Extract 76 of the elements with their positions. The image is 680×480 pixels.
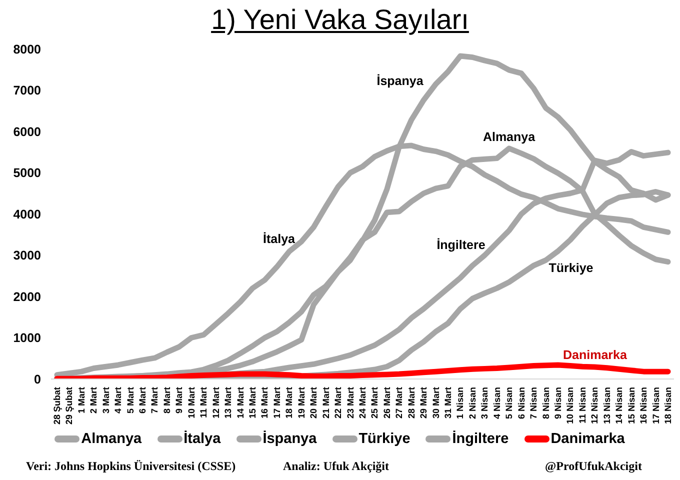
x-tick-label: 4 Nisan	[492, 387, 502, 420]
text: Türkiye	[548, 261, 594, 275]
x-tick-label: 16 Mart	[260, 387, 270, 419]
x-tick-label: 1 Mart	[76, 387, 86, 414]
legend-label: İtalya	[184, 431, 221, 447]
x-tick-label: 30 Mart	[430, 387, 441, 419]
x-tick-label: 3 Nisan	[480, 387, 490, 420]
y-tick-label: 7000	[13, 84, 42, 98]
x-tick-label: 18 Nisan	[662, 387, 673, 424]
x-tick-label: 4 Mart	[113, 387, 124, 414]
legend-label: Danimarka	[550, 431, 625, 447]
x-tick-label: 6 Nisan	[516, 387, 526, 420]
x-tick-label: 8 Nisan	[540, 387, 551, 420]
x-tick-label: 12 Nisan	[590, 387, 600, 424]
x-tick-label: 13 Nisan	[602, 387, 612, 424]
x-tick-label: 5 Mart	[125, 387, 136, 414]
x-tick-label: 25 Mart	[370, 387, 380, 419]
x-tick-label: 10 Nisan	[565, 387, 576, 424]
x-tick-label: 2 Mart	[88, 387, 99, 414]
x-tick-label: 8 Mart	[162, 387, 172, 414]
x-tick-label: 21 Mart	[320, 387, 331, 419]
x-tick-label: 17 Nisan	[650, 387, 661, 424]
x-tick-label: 20 Mart	[308, 387, 319, 419]
x-tick-label: 23 Mart	[345, 387, 356, 419]
x-tick-label: 15 Mart	[247, 387, 258, 419]
x-tick-label: 29 Mart	[418, 387, 429, 419]
x-tick-label: 10 Mart	[186, 387, 196, 419]
text: Veri: Johns Hopkins Üniversitesi (CSSE)	[26, 459, 236, 473]
text: @ProfUfukAkcigit	[545, 459, 642, 473]
text: İspanya	[376, 74, 424, 88]
x-tick-label: 7 Nisan	[528, 387, 539, 420]
x-tick-label: 6 Mart	[138, 387, 148, 414]
x-tick-label: 22 Mart	[333, 387, 344, 419]
y-tick-label: 0	[34, 372, 42, 386]
y-tick-label: 8000	[13, 42, 42, 56]
chart-title: 1) Yeni Vaka Sayıları	[211, 4, 469, 35]
x-tick-label: 16 Nisan	[638, 387, 649, 424]
legend-label: Türkiye	[358, 431, 410, 447]
x-tick-label: 27 Mart	[394, 387, 404, 419]
x-tick-label: 14 Nisan	[614, 387, 624, 424]
y-tick-label: 1000	[13, 331, 42, 346]
x-tick-label: 19 Mart	[296, 387, 306, 419]
x-tick-label: 11 Mart	[198, 387, 209, 418]
x-tick-label: 31 Mart	[443, 387, 454, 419]
text: Analiz: Ufuk Akçiğit	[283, 459, 390, 473]
x-tick-label: 17 Mart	[272, 387, 282, 419]
y-tick-label: 3000	[13, 248, 42, 263]
x-tick-label: 11 Nisan	[577, 387, 588, 424]
text: İtalya	[263, 232, 295, 246]
x-tick-label: 7 Mart	[150, 387, 160, 414]
text: Almanya	[482, 130, 536, 144]
x-tick-label: 12 Mart	[210, 387, 221, 419]
x-tick-label: 29 Şubat	[64, 387, 74, 425]
x-tick-label: 28 Mart	[406, 387, 416, 419]
x-tick-label: 14 Mart	[235, 387, 246, 419]
x-tick-label: 9 Mart	[174, 387, 184, 414]
x-tick-label: 2 Nisan	[467, 387, 478, 420]
x-tick-label: 24 Mart	[357, 387, 368, 419]
x-tick-label: 15 Nisan	[626, 387, 636, 424]
legend-label: İspanya	[262, 431, 317, 447]
y-tick-label: 4000	[13, 207, 42, 222]
text: Danimarka	[563, 348, 627, 362]
x-tick-label: 26 Mart	[382, 387, 392, 419]
text: İngiltere	[436, 238, 486, 252]
legend-label: İngiltere	[452, 431, 509, 447]
x-tick-label: 9 Nisan	[552, 387, 563, 420]
y-tick-label: 6000	[13, 124, 42, 139]
x-tick-label: 13 Mart	[223, 387, 234, 419]
y-tick-label: 5000	[13, 166, 42, 180]
x-tick-label: 1 Nisan	[455, 387, 466, 420]
x-tick-label: 28 Şubat	[52, 387, 62, 425]
x-tick-label: 5 Nisan	[504, 387, 514, 420]
x-tick-label: 18 Mart	[284, 387, 294, 419]
y-tick-label: 2000	[13, 290, 42, 304]
legend-label: Almanya	[81, 431, 142, 447]
x-tick-label: 3 Mart	[100, 387, 111, 414]
